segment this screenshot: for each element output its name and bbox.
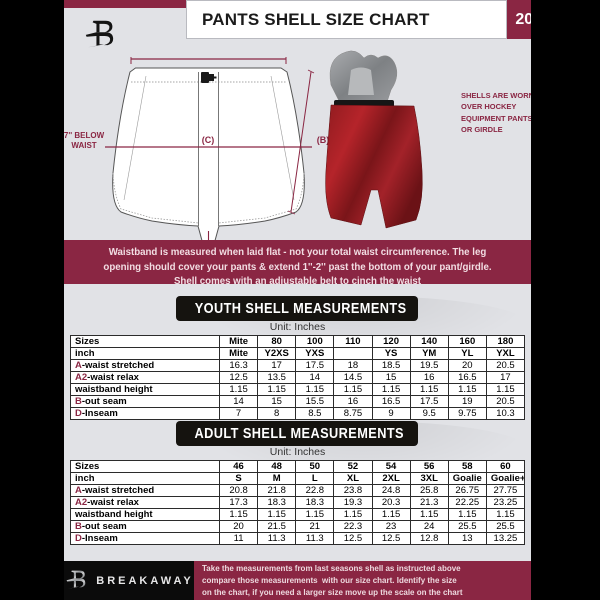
- svg-text:(C): (C): [202, 135, 215, 145]
